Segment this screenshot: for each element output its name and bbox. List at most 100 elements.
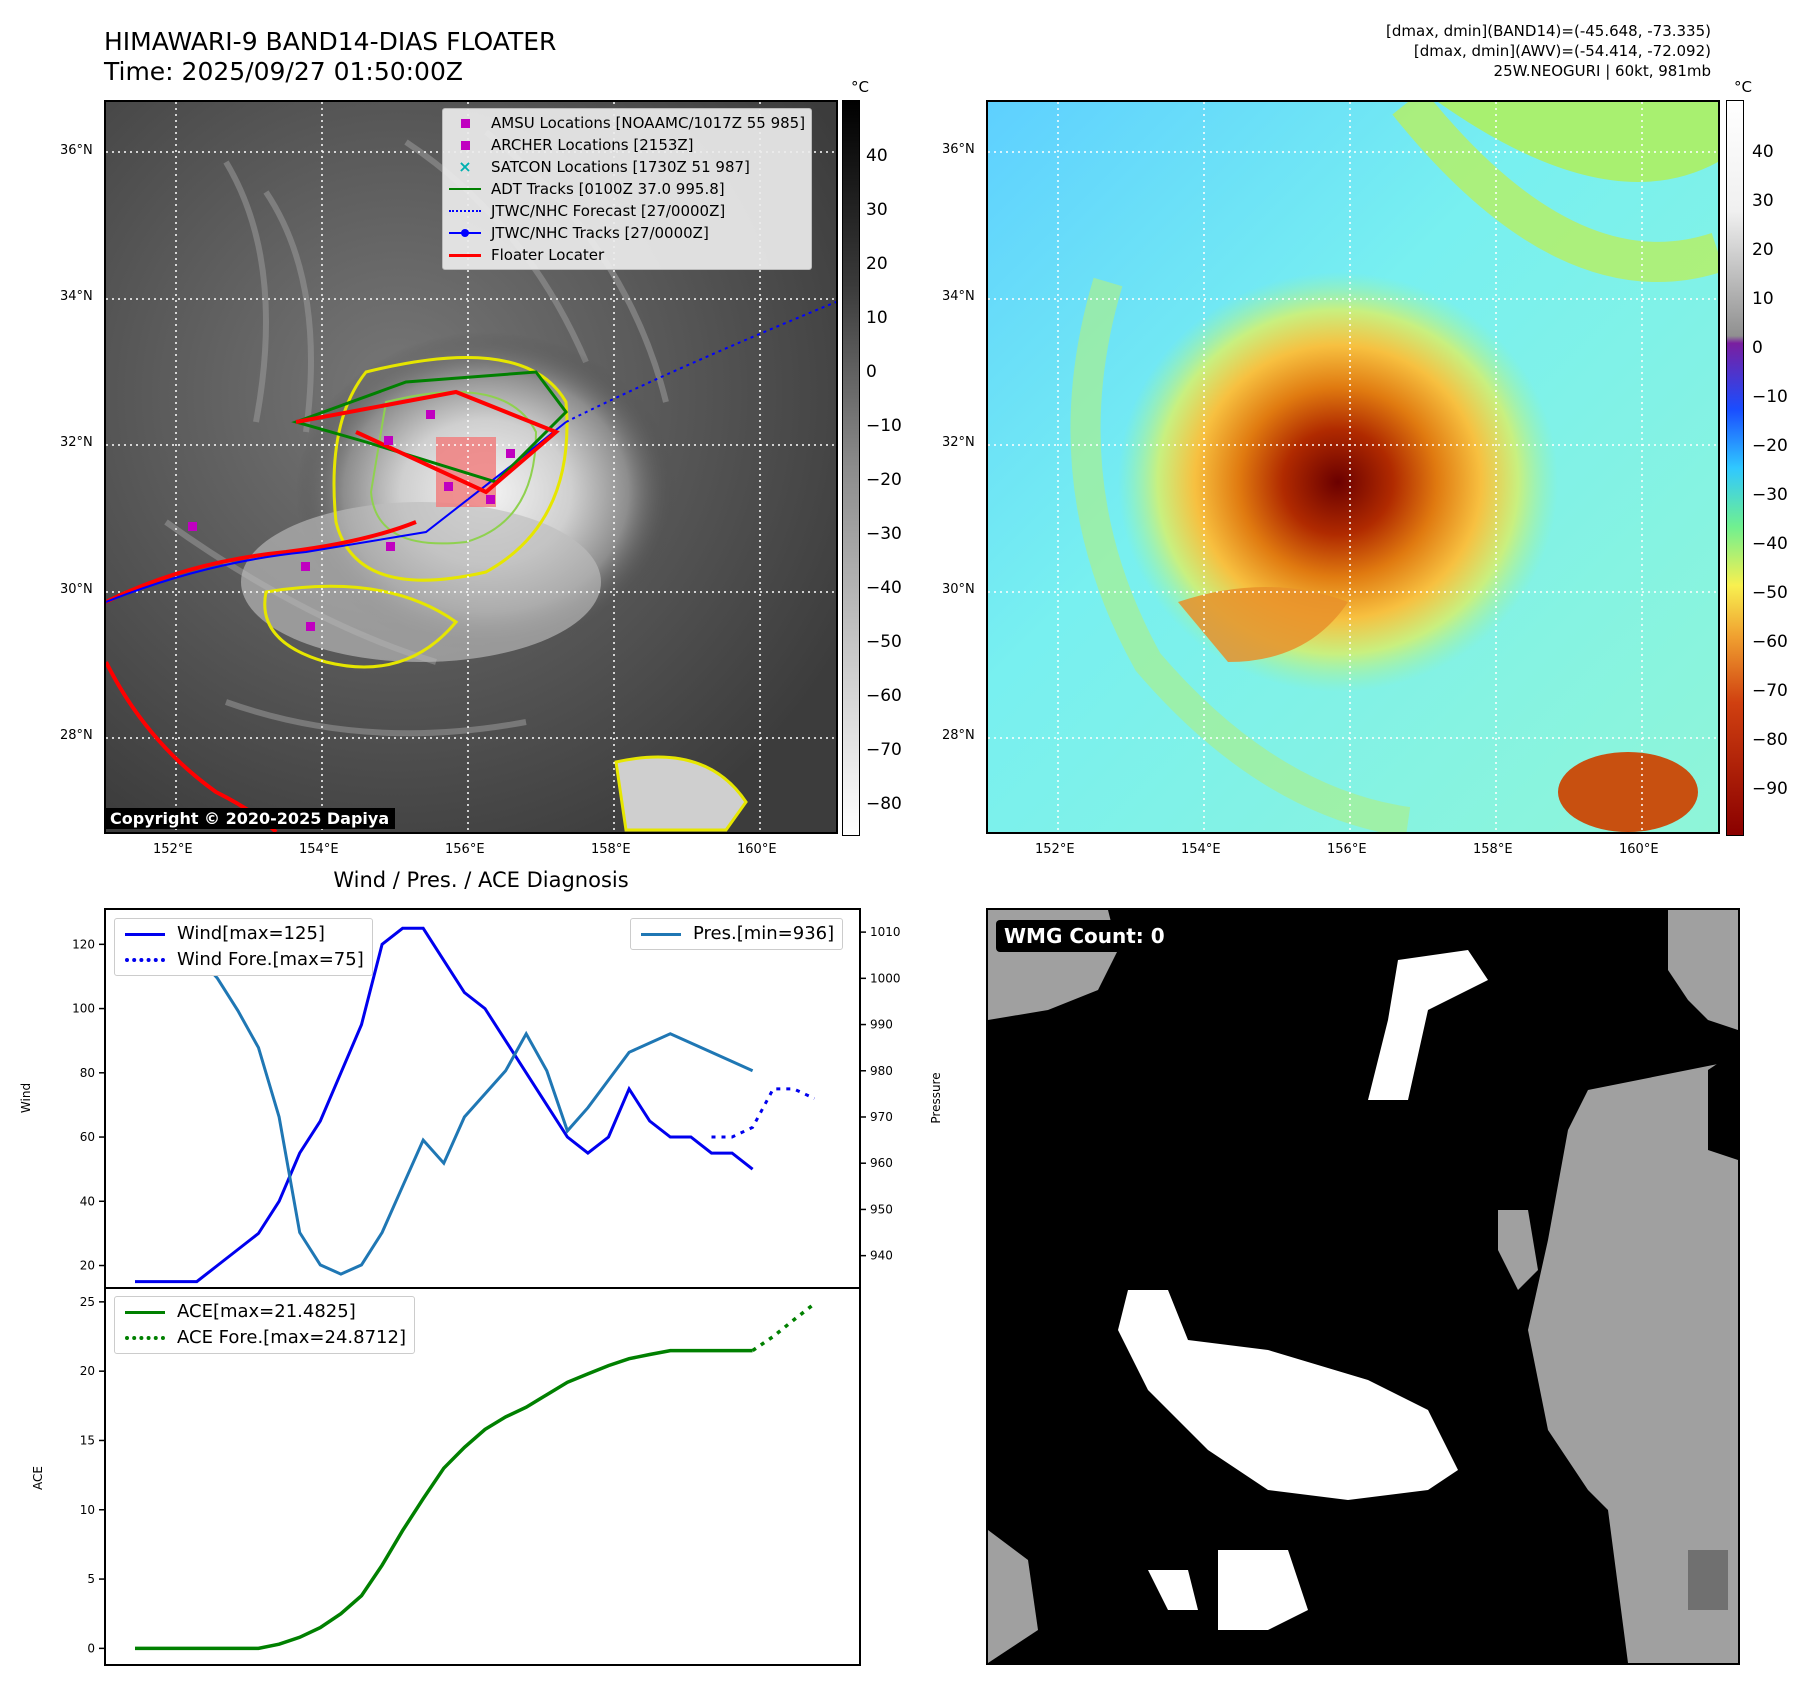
header-right-line2: [dmax, dmin](AWV)=(-54.414, -72.092): [1413, 42, 1711, 60]
legend-jtwc-forecast: JTWC/NHC Forecast [27/0000Z]: [449, 200, 805, 222]
wind-y-tick-label: 80: [80, 1066, 95, 1080]
legend-wind: Wind[max=125]: [123, 921, 364, 947]
wind-legend: Wind[max=125] Wind Fore.[max=75]: [114, 918, 373, 976]
gray-tick: −80: [866, 794, 902, 814]
legend-amsu: AMSU Locations [NOAAMC/1017Z 55 985]: [449, 112, 805, 134]
wind-y-tick-label: 20: [80, 1259, 95, 1273]
dotted-line-icon: [125, 1336, 165, 1340]
gray-tick: −40: [866, 578, 902, 598]
lon-label-160-b: 160°E: [1619, 842, 1659, 857]
ace-lines: [135, 1302, 816, 1651]
legend-jtwc-tracks: JTWC/NHC Tracks [27/0000Z]: [449, 222, 805, 244]
amsu-archer-markers: [188, 410, 515, 631]
lat-label-36-b: 36°N: [942, 142, 975, 157]
legend-pressure: Pres.[min=936]: [639, 921, 834, 947]
gray-tick: −20: [866, 470, 902, 490]
lon-label-154: 154°E: [299, 842, 339, 857]
legend-floater: Floater Locater: [449, 244, 805, 266]
wind-y-axis: 20 40 60 80 100 120: [72, 937, 105, 1273]
color-colorbar-unit: °C: [1734, 78, 1752, 96]
floater-track: [106, 520, 417, 604]
gray-tick: 0: [866, 362, 877, 382]
ace-y-tick-label: 25: [80, 1295, 95, 1309]
wind-axis-label: Wind: [19, 1083, 33, 1113]
lat-label-36: 36°N: [60, 143, 93, 158]
pressure-y-tick-label: 960: [870, 1156, 893, 1170]
gray-tick: −60: [866, 686, 902, 706]
pressure-y-tick-label: 940: [870, 1249, 893, 1263]
map-legend: AMSU Locations [NOAAMC/1017Z 55 985] ARC…: [442, 108, 813, 270]
lat-label-32: 32°N: [60, 435, 93, 450]
series-line: [135, 1348, 753, 1651]
wind-y-tick-label: 60: [80, 1130, 95, 1144]
lon-label-152: 152°E: [153, 842, 193, 857]
color-tick: 30: [1752, 191, 1774, 211]
pressure-y-tick-label: 950: [870, 1202, 893, 1216]
ace-y-tick-label: 15: [80, 1433, 95, 1447]
line-icon: [125, 932, 165, 936]
lon-label-158-b: 158°E: [1473, 842, 1513, 857]
line-icon: [449, 188, 481, 190]
ace-axis-label: ACE: [31, 1466, 45, 1490]
color-tick: −20: [1752, 436, 1788, 456]
color-tick: −50: [1752, 583, 1788, 603]
color-tick: 20: [1752, 240, 1774, 260]
jtwc-track: [106, 421, 567, 603]
pressure-y-tick-label: 980: [870, 1064, 893, 1078]
lon-label-152-b: 152°E: [1035, 842, 1075, 857]
gray-tick: −70: [866, 740, 902, 760]
square-marker-icon: [460, 140, 470, 150]
header-right-line1: [dmax, dmin](BAND14)=(-45.648, -73.335): [1386, 22, 1711, 40]
color-tick: −40: [1752, 534, 1788, 554]
gray-colorbar-unit: °C: [851, 78, 869, 96]
wmg-panel: [986, 908, 1740, 1665]
header-right-line3: 25W.NEOGURI | 60kt, 981mb: [1493, 62, 1711, 80]
gray-tick: 10: [866, 308, 888, 328]
pressure-y-axis: 940 950 960 970 980 990 1000 1010: [860, 925, 901, 1263]
diagnosis-title: Wind / Pres. / ACE Diagnosis: [333, 868, 629, 892]
legend-ace: ACE[max=21.4825]: [123, 1299, 406, 1325]
legend-archer: ARCHER Locations [2153Z]: [449, 134, 805, 156]
legend-wind-forecast: Wind Fore.[max=75]: [123, 947, 364, 973]
ace-y-axis: 0 5 10 15 20 25: [80, 1295, 105, 1655]
pressure-axis-label: Pressure: [929, 1072, 943, 1123]
legend-ace-forecast: ACE Fore.[max=24.8712]: [123, 1325, 406, 1351]
ace-y-tick-label: 5: [87, 1572, 95, 1586]
color-tick: −30: [1752, 485, 1788, 505]
enhanced-ir-map: [986, 100, 1720, 834]
enhanced-map-svg: [988, 102, 1718, 832]
ace-y-tick-label: 20: [80, 1364, 95, 1378]
pressure-legend: Pres.[min=936]: [630, 918, 844, 950]
color-tick: 0: [1752, 338, 1763, 358]
pressure-y-tick-label: 990: [870, 1018, 893, 1032]
gray-tick: −10: [866, 416, 902, 436]
pressure-y-tick-label: 1010: [870, 925, 901, 939]
lat-label-28: 28°N: [60, 728, 93, 743]
color-tick: 40: [1752, 142, 1774, 162]
ace-y-tick-label: 0: [87, 1641, 95, 1655]
color-tick: 10: [1752, 289, 1774, 309]
gray-tick: −50: [866, 632, 902, 652]
jtwc-forecast-track: [565, 301, 836, 423]
figure-title-line2: Time: 2025/09/27 01:50:00Z: [104, 57, 463, 86]
color-tick: −80: [1752, 730, 1788, 750]
copyright-label: Copyright © 2020-2025 Dapiya: [104, 808, 396, 829]
series-line: [711, 1087, 816, 1139]
lon-label-160: 160°E: [737, 842, 777, 857]
dotted-line-icon: [125, 958, 165, 962]
lat-label-30: 30°N: [60, 582, 93, 597]
ace-legend: ACE[max=21.4825] ACE Fore.[max=24.8712]: [114, 1296, 415, 1354]
color-colorbar: [1726, 100, 1744, 836]
dotted-line-icon: [449, 210, 481, 212]
legend-satcon: × SATCON Locations [1730Z 51 987]: [449, 156, 805, 178]
gray-tick: −30: [866, 524, 902, 544]
lon-label-156: 156°E: [445, 842, 485, 857]
square-marker-icon: [460, 118, 470, 128]
lat-label-32-b: 32°N: [942, 435, 975, 450]
lat-label-28-b: 28°N: [942, 728, 975, 743]
pressure-y-tick-label: 1000: [870, 971, 901, 985]
ace-frame: [104, 1287, 861, 1666]
line-icon: [641, 932, 681, 936]
wmg-mask-svg: [988, 910, 1738, 1663]
